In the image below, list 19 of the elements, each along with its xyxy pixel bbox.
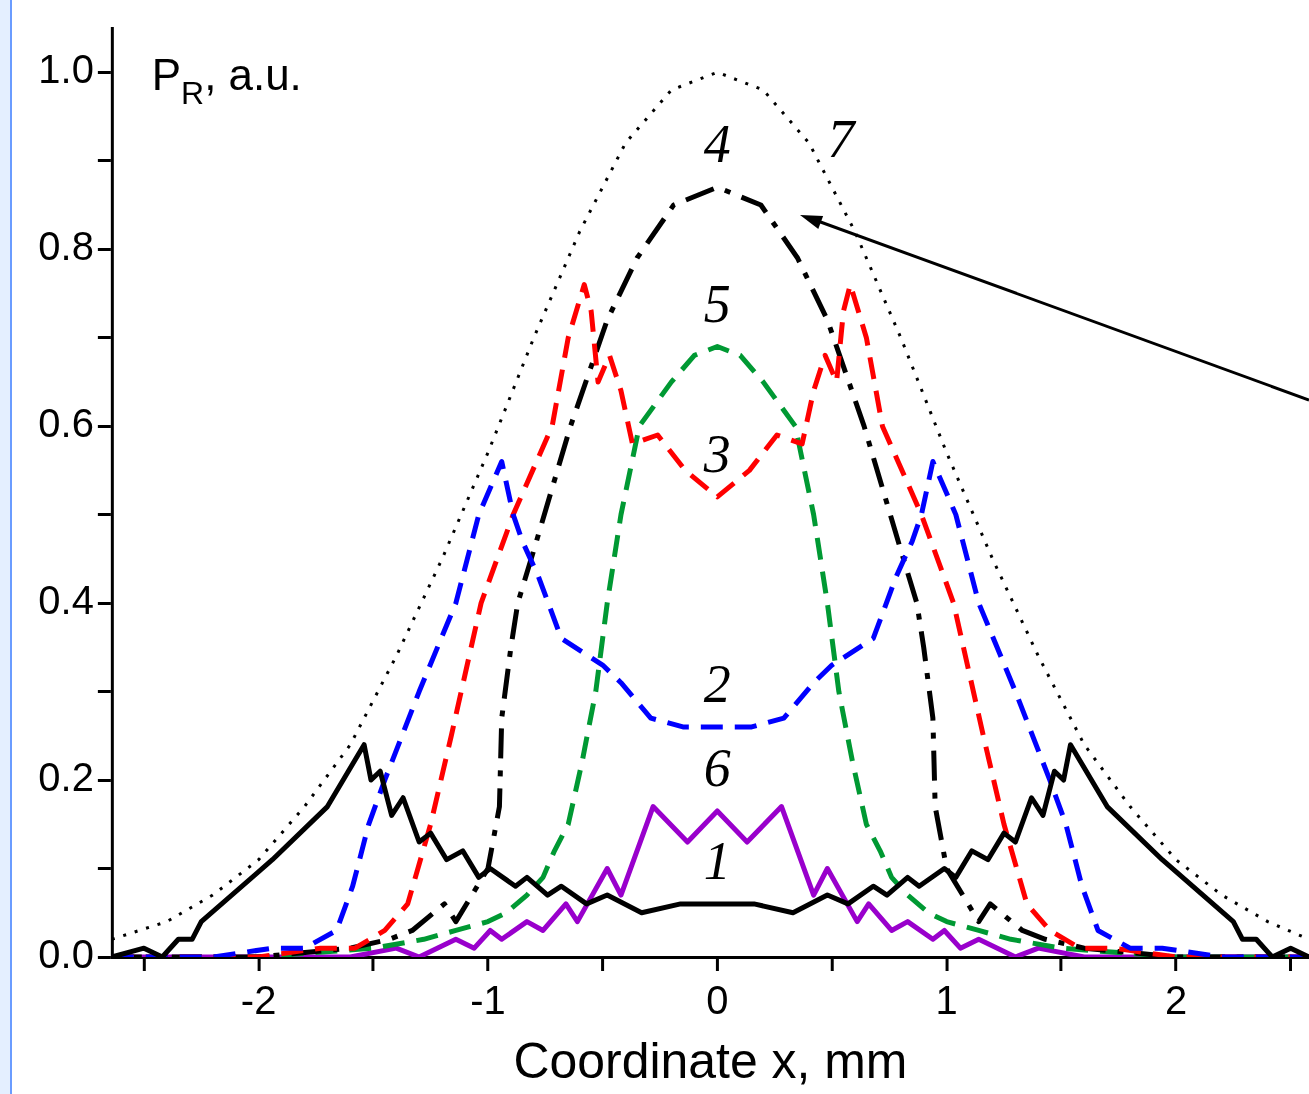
x-tick-label: 1 — [935, 978, 958, 1023]
series-label: 4 — [703, 114, 731, 175]
y-tick-label: 1.0 — [38, 47, 94, 92]
x-tick-label: -1 — [470, 978, 506, 1023]
x-tick-label: -2 — [240, 978, 277, 1023]
y-tick-label: 0.6 — [38, 401, 94, 446]
series-label: 5 — [703, 273, 731, 334]
series-label: 3 — [702, 424, 731, 485]
series-label: 1 — [703, 831, 731, 892]
x-tick-label: 0 — [706, 978, 729, 1023]
series-label: 6 — [703, 738, 731, 799]
x-axis-title: Coordinate x, mm — [513, 1032, 908, 1089]
series-label: 2 — [703, 654, 731, 715]
series-label: 7 — [827, 109, 857, 170]
y-tick-label: 0.2 — [38, 755, 94, 800]
y-tick-label: 0.8 — [38, 224, 94, 269]
y-tick-label: 0.4 — [38, 578, 94, 623]
x-tick-label: 2 — [1164, 978, 1188, 1023]
y-tick-label: 0.0 — [38, 932, 94, 977]
